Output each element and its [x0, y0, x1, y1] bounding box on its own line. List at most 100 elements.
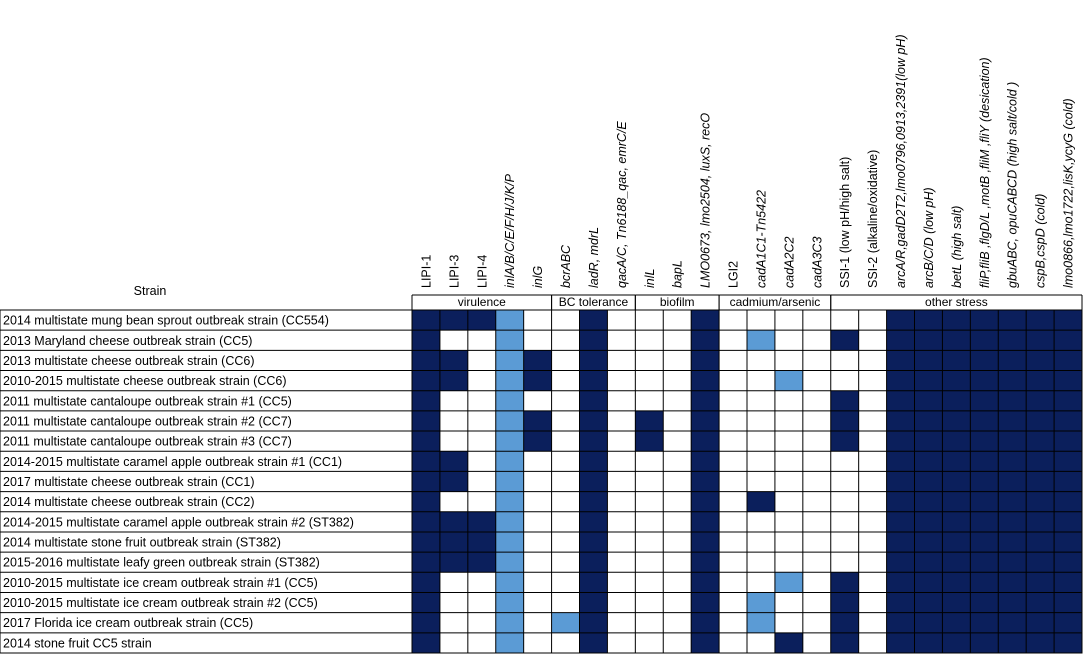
heatmap-cell	[914, 612, 943, 634]
heatmap-cell	[830, 572, 860, 593]
heatmap-cell	[802, 350, 832, 371]
heatmap-cell	[1054, 552, 1083, 573]
heatmap-cell	[719, 552, 748, 573]
heatmap-cell	[802, 572, 832, 593]
heatmap-cell	[719, 491, 748, 513]
heatmap-cell	[970, 531, 999, 553]
heatmap-cell	[439, 350, 469, 371]
heatmap-cell	[663, 531, 692, 553]
heatmap-cell	[886, 350, 915, 371]
heatmap-cell	[495, 330, 525, 351]
heatmap-cell	[495, 531, 525, 553]
heatmap-cell	[1054, 632, 1083, 654]
heatmap-cell	[747, 511, 776, 533]
heatmap-cell	[495, 451, 525, 472]
heatmap-cell	[830, 552, 860, 573]
column-label: arcA/R,gadD2T2,lmo0796,0913,2391(low pH)	[894, 34, 908, 288]
heatmap-cell	[663, 330, 692, 351]
heatmap-cell	[635, 491, 664, 513]
heatmap-cell	[467, 330, 497, 351]
group-labels: virulence BC tolerance biofilm cadmium/arse…	[411, 294, 1083, 310]
heatmap-cell	[691, 370, 720, 392]
heatmap-cell	[523, 491, 552, 513]
heatmap-cell	[998, 330, 1027, 351]
heatmap-cell	[523, 592, 552, 614]
heatmap-cell	[858, 572, 887, 593]
heatmap-cell	[635, 370, 664, 392]
heatmap-cell	[802, 390, 832, 412]
column-label: SSI-2 (alkaline/oxidative)	[866, 150, 880, 288]
heatmap-cell	[467, 350, 497, 371]
heatmap-cell	[663, 612, 692, 634]
heatmap-cells	[412, 310, 1083, 654]
heatmap-cell	[914, 390, 943, 412]
heatmap-cell	[523, 612, 552, 634]
heatmap-cell	[439, 451, 469, 472]
heatmap-cell	[523, 632, 552, 654]
heatmap-cell	[412, 431, 441, 452]
heatmap-cell	[635, 531, 664, 553]
heatmap-cell	[719, 390, 748, 412]
heatmap-cell	[719, 572, 748, 593]
heatmap-cell	[719, 310, 748, 331]
heatmap-cell	[523, 511, 552, 533]
heatmap-cell	[719, 632, 748, 654]
heatmap-cell	[1026, 491, 1055, 513]
heatmap-cell	[1054, 572, 1083, 593]
heatmap-cell	[1054, 390, 1083, 412]
heatmap-cell	[607, 612, 636, 634]
heatmap-cell	[439, 531, 469, 553]
heatmap-cell	[998, 491, 1027, 513]
heatmap-cell	[802, 491, 832, 513]
heatmap-cell	[942, 350, 971, 371]
heatmap-cell	[635, 410, 664, 432]
heatmap-cell	[691, 471, 720, 492]
heatmap-cell	[802, 370, 832, 392]
heatmap-cell	[886, 491, 915, 513]
heatmap-cell	[858, 310, 887, 331]
heatmap-cell	[774, 410, 804, 432]
heatmap-cell	[579, 592, 608, 614]
heatmap-cell	[774, 491, 804, 513]
heatmap-cell	[607, 350, 636, 371]
heatmap-cell	[495, 390, 525, 412]
heatmap-cell	[774, 390, 804, 412]
heatmap-cell	[691, 612, 720, 634]
column-label: cadA1C1-Tn5422	[754, 190, 768, 288]
heatmap-cell	[942, 612, 971, 634]
row-label: 2013 Maryland cheese outbreak strain (CC…	[3, 334, 252, 348]
heatmap-cell	[886, 592, 915, 614]
heatmap-cell	[914, 511, 943, 533]
row-label: 2015-2016 multistate leafy green outbrea…	[3, 556, 320, 570]
heatmap-cell	[1026, 370, 1055, 392]
heatmap-cell	[663, 451, 692, 472]
heatmap-cell	[998, 451, 1027, 472]
heatmap-cell	[663, 511, 692, 533]
row-label: 2013 multistate cheese outbreak strain (…	[3, 354, 255, 368]
row-label: 2014 multistate stone fruit outbreak str…	[3, 536, 281, 550]
heatmap-cell	[1026, 531, 1055, 553]
heatmap-cell	[914, 410, 943, 432]
heatmap-cell	[774, 431, 804, 452]
heatmap-cell	[747, 632, 776, 654]
heatmap-cell	[523, 572, 552, 593]
heatmap-cell	[886, 612, 915, 634]
column-label: fliP,fliB ,flgD/L ,motB ,fliM ,fliY (des…	[978, 57, 992, 288]
heatmap-cell	[970, 632, 999, 654]
heatmap-cell	[914, 350, 943, 371]
heatmap-cell	[830, 531, 860, 553]
heatmap-cell	[1054, 451, 1083, 472]
heatmap-cell	[802, 632, 832, 654]
heatmap-cell	[719, 531, 748, 553]
heatmap-cell	[495, 491, 525, 513]
heatmap-cell	[551, 592, 580, 614]
heatmap-cell	[691, 330, 720, 351]
heatmap-cell	[663, 491, 692, 513]
heatmap-cell	[412, 592, 441, 614]
heatmap-cell	[551, 370, 580, 392]
heatmap-cell	[858, 491, 887, 513]
heatmap-cell	[1054, 310, 1083, 331]
heatmap-cell	[747, 592, 776, 614]
heatmap-cell	[914, 531, 943, 553]
heatmap-cell	[858, 471, 887, 492]
